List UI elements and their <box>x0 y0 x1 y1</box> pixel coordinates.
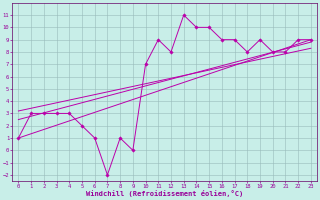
X-axis label: Windchill (Refroidissement éolien,°C): Windchill (Refroidissement éolien,°C) <box>86 190 243 197</box>
